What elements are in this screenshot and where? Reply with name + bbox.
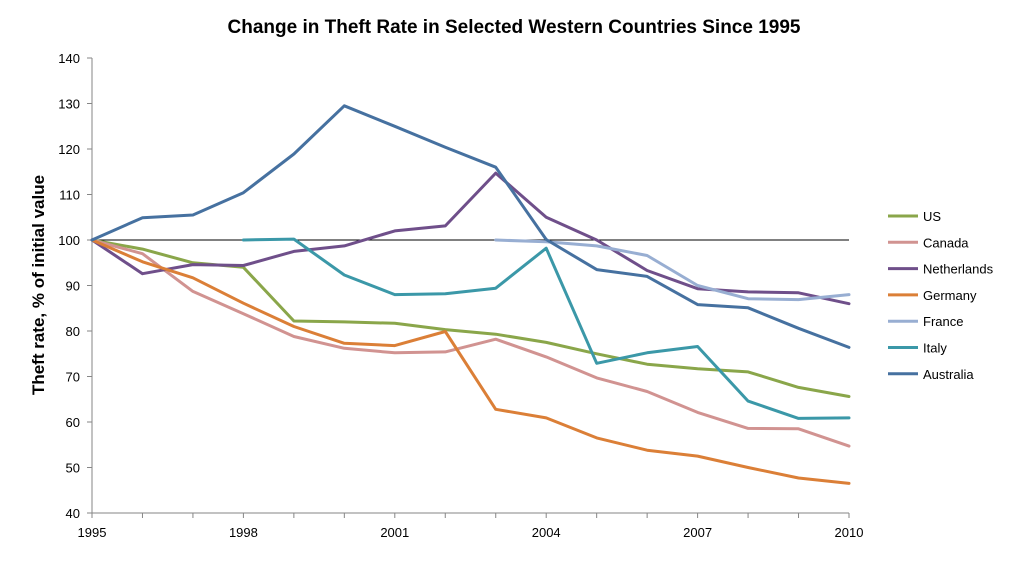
chart-title: Change in Theft Rate in Selected Western… [228,17,801,38]
y-tick-label: 40 [66,506,80,521]
legend-label-australia: Australia [923,367,974,382]
y-tick-label: 120 [58,142,80,157]
x-tick-label: 1998 [229,525,258,540]
y-tick-label: 50 [66,461,80,476]
y-tick-label: 100 [58,233,80,248]
series-line-canada [90,238,851,448]
legend-label-france: France [923,314,963,329]
y-tick-label: 140 [58,51,80,66]
y-tick-label: 80 [66,324,80,339]
legend-label-netherlands: Netherlands [923,262,994,277]
y-tick-label: 60 [66,415,80,430]
legend-label-italy: Italy [923,341,947,356]
legend-label-germany: Germany [923,288,977,303]
legend-label-canada: Canada [923,235,969,250]
legend: US Canada Netherlands Germany France Italy Aus… [888,209,994,382]
x-tick-label: 2004 [532,525,561,540]
y-tick-label: 90 [66,279,80,294]
x-tick-label: 2010 [835,525,864,540]
x-tick-label: 2007 [683,525,712,540]
series-line-france [494,238,851,302]
series-line-australia [90,104,851,349]
x-tick-label: 1995 [78,525,107,540]
y-tick-label: 110 [59,188,80,203]
series-line-netherlands [90,171,851,306]
x-tick-label: 2001 [380,525,409,540]
series-line-germany [90,238,851,485]
axes: 40 50 60 70 80 90 100 110 120 130 140 1995 1998 2001 2… [58,51,863,540]
y-axis-label: Theft rate, % of initial value [29,175,48,395]
y-tick-label: 70 [66,370,80,385]
series-group [90,104,851,485]
legend-label-us: US [923,209,941,224]
series-line-italy [241,237,851,420]
y-tick-label: 130 [58,97,80,112]
